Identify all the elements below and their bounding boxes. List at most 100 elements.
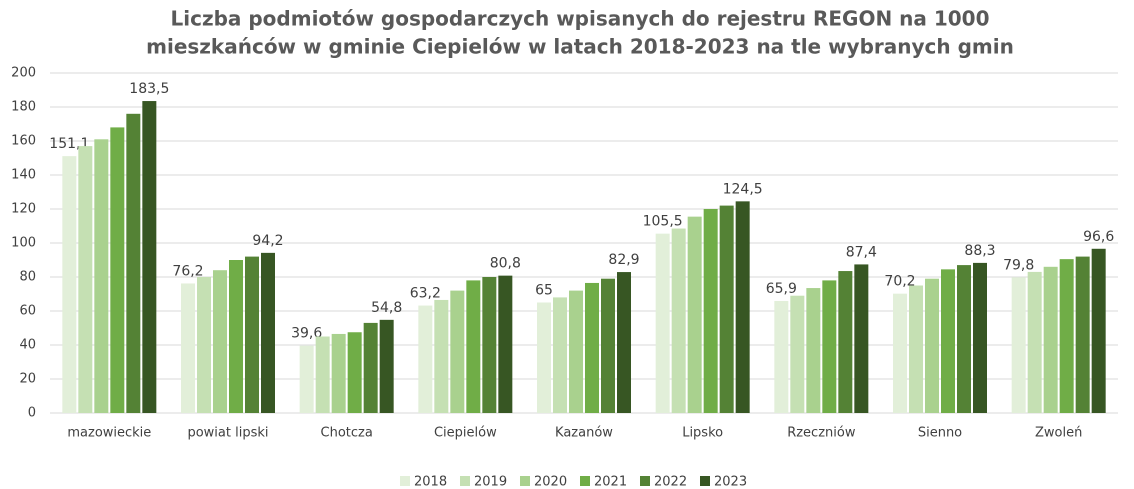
data-label: 183,5 [129, 81, 169, 97]
x-tick-label: powiat lipski [187, 426, 268, 441]
y-tick-label: 200 [11, 66, 36, 81]
bar [537, 302, 551, 413]
bar [909, 285, 923, 413]
legend-swatch [640, 476, 650, 486]
legend-label: 2023 [714, 475, 747, 489]
x-tick-label: Chotcza [321, 426, 373, 441]
bar [671, 228, 686, 413]
data-label: 88,3 [964, 243, 995, 259]
bar [553, 297, 567, 413]
x-tick-label: Lipsko [682, 426, 723, 441]
bar [315, 336, 330, 413]
y-tick-label: 140 [11, 168, 36, 183]
bar [229, 260, 243, 413]
y-tick-label: 40 [19, 338, 36, 353]
bar [126, 113, 141, 414]
bar [245, 256, 259, 413]
bar [197, 277, 211, 413]
data-label: 63,2 [410, 286, 441, 302]
data-label: 76,2 [172, 263, 203, 279]
bar [1027, 271, 1042, 413]
bar [925, 278, 939, 413]
bar [655, 233, 670, 413]
x-tick-label: mazowieckie [67, 426, 151, 441]
bar [703, 209, 718, 413]
bar [418, 305, 433, 413]
legend-label: 2022 [654, 475, 687, 489]
bar [569, 290, 583, 413]
x-tick-label: Ciepielów [434, 426, 497, 441]
bar [466, 280, 481, 413]
legend-label: 2020 [534, 475, 567, 489]
y-tick-label: 100 [11, 236, 36, 251]
bar [110, 127, 125, 414]
bar [719, 205, 734, 413]
x-tick-label: Zwoleń [1035, 426, 1082, 441]
data-label: 94,2 [252, 233, 283, 249]
bar [941, 269, 955, 413]
bar [1059, 259, 1074, 413]
data-label: 96,6 [1083, 229, 1114, 245]
legend-label: 2021 [594, 475, 627, 489]
bar [213, 270, 227, 413]
bar [973, 262, 987, 413]
bar [601, 278, 615, 413]
legend-swatch [580, 476, 590, 486]
bar [181, 283, 195, 413]
legend-label: 2018 [414, 475, 447, 489]
bar [774, 300, 789, 413]
legend-swatch [700, 476, 710, 486]
x-tick-label: Rzeczniów [787, 426, 856, 441]
bar [957, 265, 971, 413]
legend-label: 2019 [474, 475, 507, 489]
bar [62, 156, 77, 413]
bar [822, 280, 837, 413]
y-tick-label: 80 [19, 270, 36, 285]
bar [94, 139, 109, 414]
data-label: 70,2 [884, 274, 915, 290]
bar [617, 272, 631, 413]
data-label: 65,9 [766, 281, 797, 297]
data-label: 87,4 [846, 244, 877, 260]
bar [498, 275, 513, 413]
bar [434, 299, 449, 413]
legend-swatch [520, 476, 530, 486]
bar [299, 345, 314, 413]
bar [1091, 248, 1106, 413]
data-label: 124,5 [723, 181, 763, 197]
bar [261, 252, 275, 413]
data-label: 80,8 [490, 256, 521, 272]
bar [1075, 256, 1090, 413]
bar [806, 288, 821, 413]
data-label: 82,9 [608, 252, 639, 268]
data-label: 79,8 [1003, 257, 1034, 273]
y-tick-label: 120 [11, 202, 36, 217]
bar [363, 322, 378, 413]
y-tick-label: 0 [28, 406, 36, 421]
bar [838, 271, 853, 413]
x-tick-label: Kazanów [555, 426, 613, 441]
bar [78, 146, 93, 413]
bar [687, 216, 702, 413]
y-tick-label: 180 [11, 100, 36, 115]
legend-swatch [460, 476, 470, 486]
bar [893, 293, 907, 413]
data-label: 39,6 [291, 326, 322, 342]
data-label: 54,8 [371, 300, 402, 316]
bar [585, 282, 599, 413]
bar [142, 101, 157, 414]
bar [482, 277, 497, 413]
bar [735, 201, 750, 413]
bar [331, 333, 346, 413]
data-label: 65 [535, 283, 553, 299]
bar [379, 319, 394, 413]
y-tick-label: 160 [11, 134, 36, 149]
chart-title: Liczba podmiotów gospodarczych wpisanych… [170, 7, 989, 31]
legend-swatch [400, 476, 410, 486]
bar [347, 332, 362, 413]
chart-title: mieszkańców w gminie Ciepielów w latach … [146, 35, 1014, 59]
data-label: 105,5 [643, 214, 683, 230]
bar [450, 290, 465, 413]
bar [1011, 277, 1026, 413]
